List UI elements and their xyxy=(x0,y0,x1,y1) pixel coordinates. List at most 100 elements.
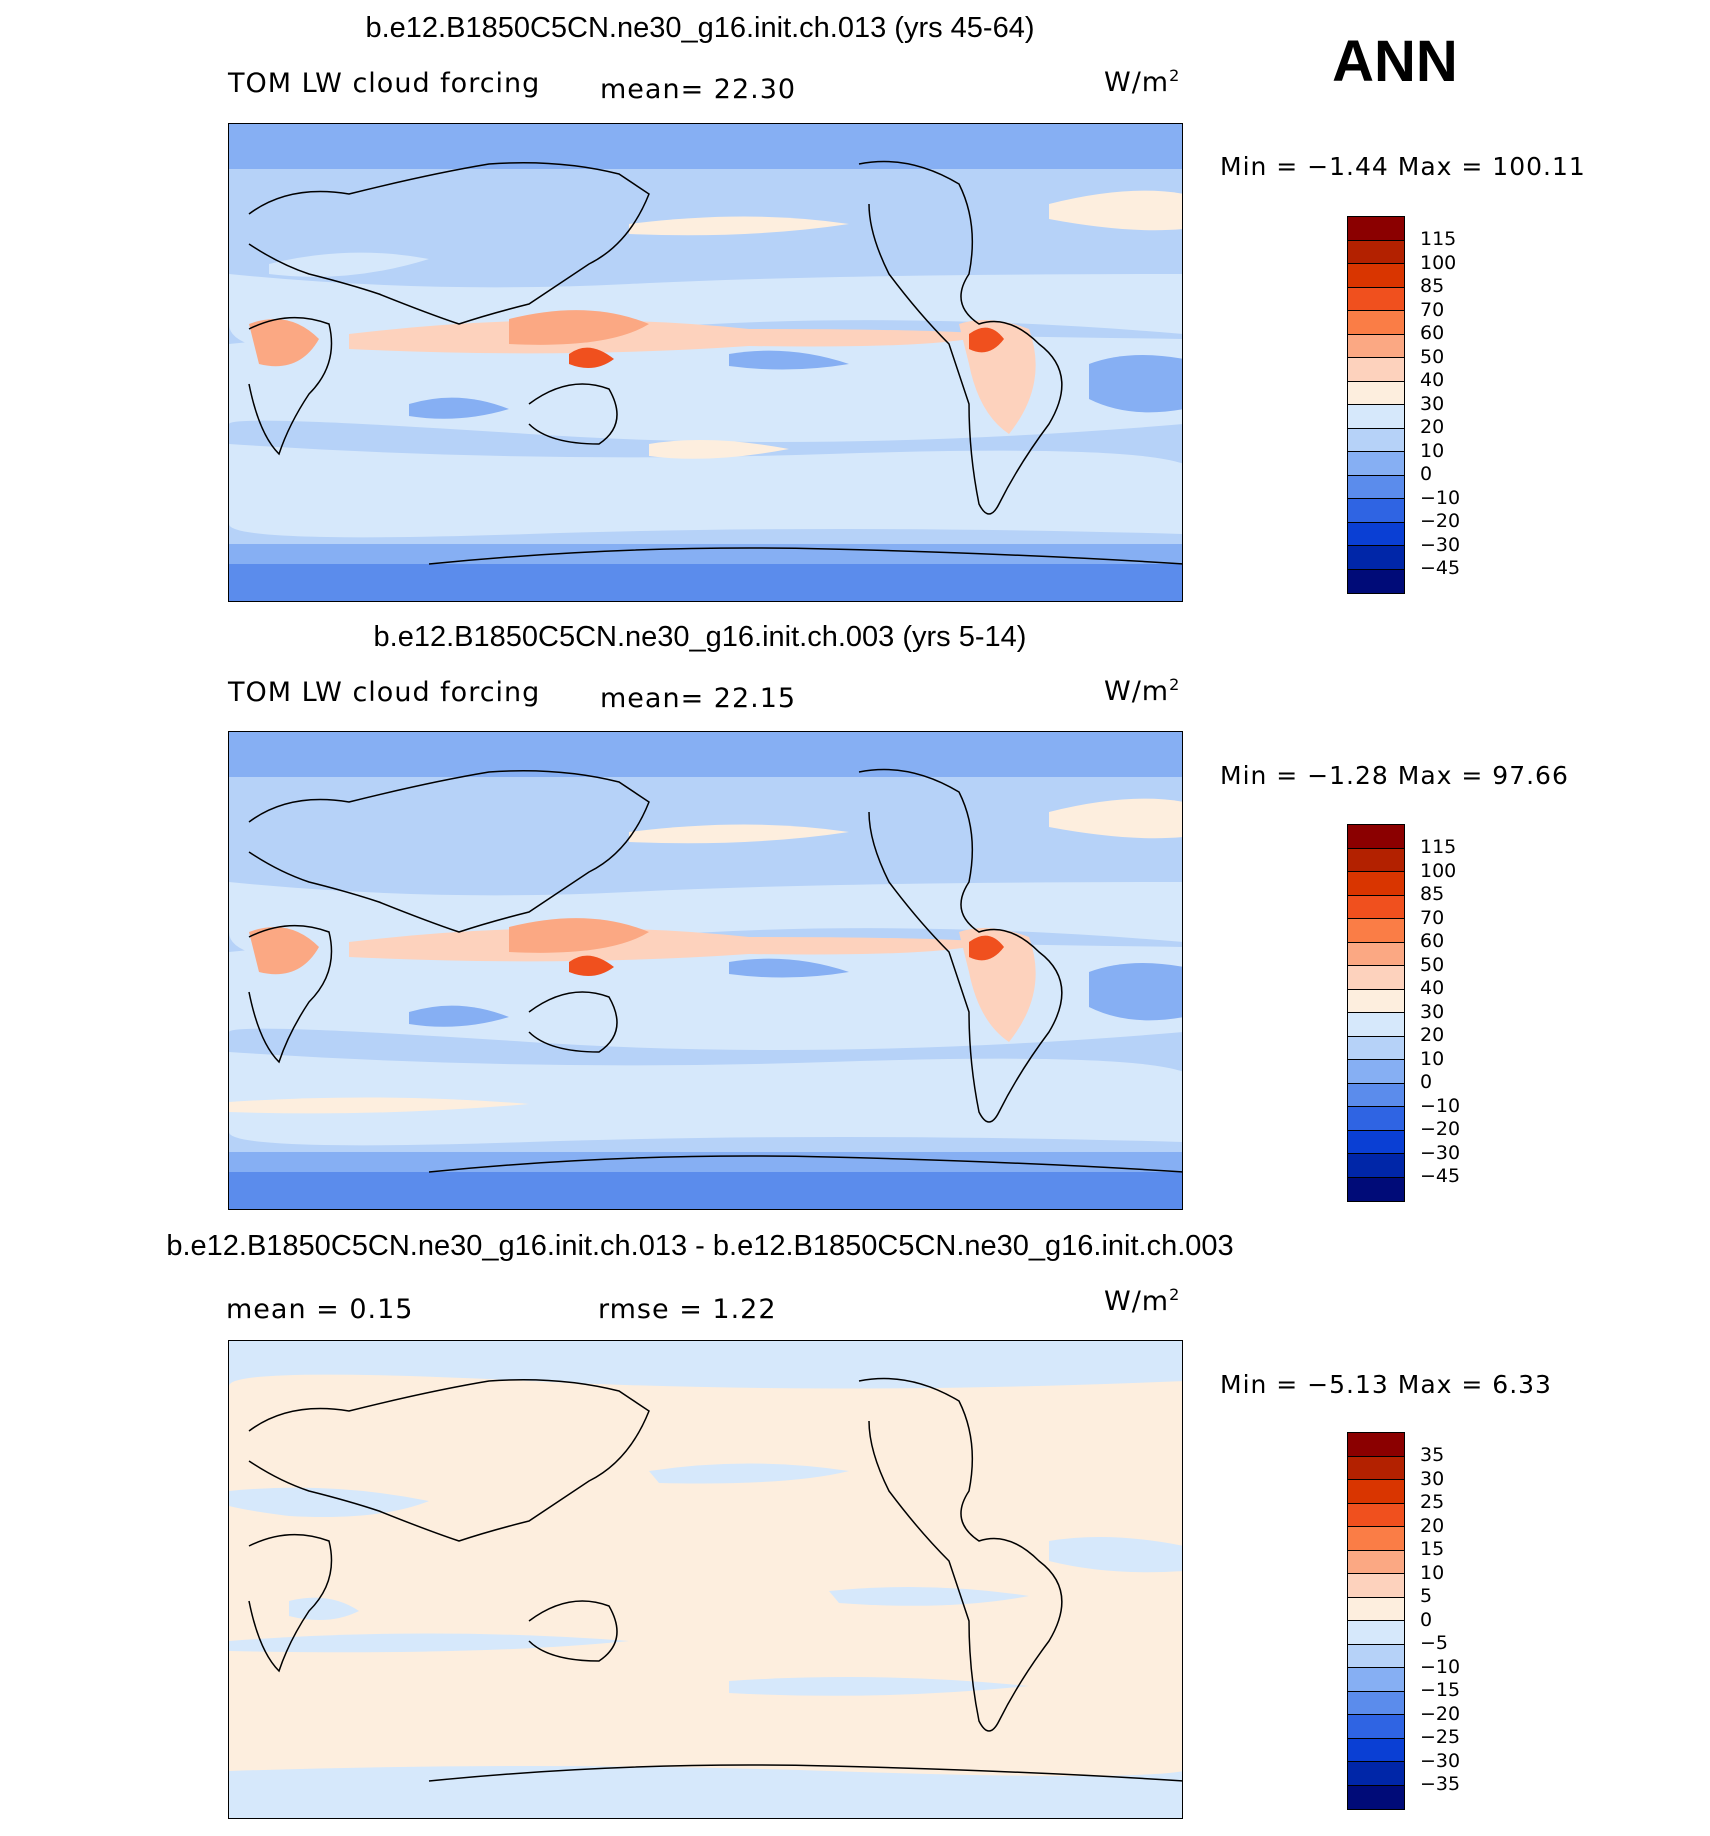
colorbar-swatch xyxy=(1348,1107,1404,1131)
colorbar-swatch xyxy=(1348,1480,1404,1504)
colorbar-swatch xyxy=(1348,1738,1404,1762)
map-panel-bottom xyxy=(228,1340,1183,1819)
colorbar-swatch xyxy=(1348,1644,1404,1668)
colorbar-swatch xyxy=(1348,522,1404,546)
colorbar-swatch xyxy=(1348,1691,1404,1715)
colorbar-swatch xyxy=(1348,1785,1404,1809)
colorbar-tick: −5 xyxy=(1420,1632,1449,1654)
colorbar-tick: 50 xyxy=(1420,953,1445,976)
colorbar-swatch xyxy=(1348,499,1404,523)
colorbar-swatch xyxy=(1348,240,1404,264)
colorbar-swatch xyxy=(1348,825,1404,849)
units-label-top: W/m2 xyxy=(1104,66,1181,98)
colorbar-swatch xyxy=(1348,1621,1404,1645)
colorbar-swatch xyxy=(1348,428,1404,452)
colorbar-tick: 50 xyxy=(1420,345,1445,368)
mean-label-top: mean= 22.30 xyxy=(600,74,797,105)
colorbar-tick: 0 xyxy=(1420,1071,1433,1093)
colorbar-swatch xyxy=(1348,1036,1404,1060)
colorbar-swatch xyxy=(1348,287,1404,311)
colorbar-tick: −20 xyxy=(1420,1118,1461,1140)
colorbar-swatch xyxy=(1348,1154,1404,1178)
colorbar-tick: 35 xyxy=(1420,1444,1445,1466)
colorbar-tick: 60 xyxy=(1420,930,1445,952)
mean-label-bottom: mean = 0.15 xyxy=(226,1294,414,1325)
colorbar-tick: 85 xyxy=(1420,275,1445,297)
colorbar-swatch xyxy=(1348,966,1404,990)
colorbar-tick: 40 xyxy=(1420,977,1445,999)
colorbar-swatch xyxy=(1348,942,1404,966)
colorbar-swatch xyxy=(1348,358,1404,382)
colorbar-swatch xyxy=(1348,334,1404,358)
colorbar-tick: −10 xyxy=(1420,1094,1461,1117)
colorbar-tick: 85 xyxy=(1420,883,1445,905)
colorbar-swatch xyxy=(1348,1130,1404,1154)
colorbar-tick: 100 xyxy=(1420,859,1457,882)
colorbar-tick: 30 xyxy=(1420,1000,1445,1023)
colorbar-swatch xyxy=(1348,452,1404,476)
colorbar-tick: −35 xyxy=(1420,1773,1461,1795)
colorbar-swatch xyxy=(1348,1503,1404,1527)
colorbar-tick: 115 xyxy=(1420,228,1457,250)
variable-label-top: TOM LW cloud forcing xyxy=(228,68,541,99)
colorbar-tick: 10 xyxy=(1420,1047,1445,1070)
variable-label-middle: TOM LW cloud forcing xyxy=(228,677,541,708)
colorbar-tick: −15 xyxy=(1420,1679,1461,1701)
colorbar-tick: −45 xyxy=(1420,557,1461,579)
colorbar-swatch xyxy=(1348,217,1404,241)
colorbar-swatch xyxy=(1348,1574,1404,1598)
colorbar-tick: 60 xyxy=(1420,322,1445,344)
colorbar-swatch xyxy=(1348,989,1404,1013)
colorbar-tick: 70 xyxy=(1420,906,1445,929)
colorbar-tick: −30 xyxy=(1420,1749,1461,1772)
colorbar-tick: 115 xyxy=(1420,836,1457,858)
colorbar-tick: 15 xyxy=(1420,1538,1445,1560)
colorbar-tick: −10 xyxy=(1420,486,1461,509)
colorbar-top xyxy=(1347,216,1405,594)
colorbar-swatch xyxy=(1348,1715,1404,1739)
colorbar-tick: −10 xyxy=(1420,1655,1461,1678)
colorbar-tick: 20 xyxy=(1420,416,1445,438)
map-panel-middle xyxy=(228,731,1183,1210)
colorbar-tick: 20 xyxy=(1420,1514,1445,1537)
colorbar-tick: −45 xyxy=(1420,1165,1461,1187)
minmax-label-bottom: Min = −5.13 Max = 6.33 xyxy=(1220,1370,1552,1399)
colorbar-swatch xyxy=(1348,1177,1404,1201)
colorbar-swatch xyxy=(1348,405,1404,429)
colorbar-tick: 5 xyxy=(1420,1585,1433,1607)
units-label-bottom: W/m2 xyxy=(1104,1285,1181,1317)
colorbar-tick: 70 xyxy=(1420,298,1445,321)
colorbar-swatch xyxy=(1348,264,1404,288)
colorbar-swatch xyxy=(1348,1433,1404,1457)
colorbar-ticks-middle: 115 100 85 70 60 50 40 30 20 10 0 −10 −20 −30 −45 xyxy=(1420,836,1500,1189)
colorbar-bottom xyxy=(1347,1432,1405,1810)
colorbar-swatch xyxy=(1348,1527,1404,1551)
colorbar-swatch xyxy=(1348,872,1404,896)
panel-title-middle: b.e12.B1850C5CN.ne30_g16.init.ch.003 (yr… xyxy=(373,621,1027,653)
colorbar-tick: 10 xyxy=(1420,439,1445,462)
panel-title-bottom: b.e12.B1850C5CN.ne30_g16.init.ch.013 - b… xyxy=(166,1230,1234,1262)
colorbar-swatch xyxy=(1348,381,1404,405)
units-label-middle: W/m2 xyxy=(1104,675,1181,707)
colorbar-ticks-bottom: 35 30 25 20 15 10 5 0 −5 −10 −15 −20 −25 −30 −35 xyxy=(1420,1444,1500,1797)
colorbar-swatch xyxy=(1348,569,1404,593)
colorbar-swatch xyxy=(1348,848,1404,872)
colorbar-swatch xyxy=(1348,1550,1404,1574)
colorbar-swatch xyxy=(1348,1060,1404,1084)
colorbar-swatch xyxy=(1348,1013,1404,1037)
colorbar-swatch xyxy=(1348,1668,1404,1692)
panel-title-top: b.e12.B1850C5CN.ne30_g16.init.ch.013 (yr… xyxy=(365,12,1035,44)
colorbar-tick: 100 xyxy=(1420,251,1457,274)
colorbar-swatch xyxy=(1348,546,1404,570)
colorbar-swatch xyxy=(1348,1083,1404,1107)
minmax-label-middle: Min = −1.28 Max = 97.66 xyxy=(1220,761,1569,790)
colorbar-tick: −25 xyxy=(1420,1726,1461,1748)
colorbar-middle xyxy=(1347,824,1405,1202)
colorbar-tick: 30 xyxy=(1420,1467,1445,1490)
season-label: ANN xyxy=(1332,29,1458,94)
colorbar-ticks-top: 115 100 85 70 60 50 40 30 20 10 0 −10 −20 −30 −45 xyxy=(1420,228,1500,581)
colorbar-tick: 0 xyxy=(1420,463,1433,485)
colorbar-swatch xyxy=(1348,311,1404,335)
colorbar-swatch xyxy=(1348,475,1404,499)
colorbar-swatch xyxy=(1348,1762,1404,1786)
